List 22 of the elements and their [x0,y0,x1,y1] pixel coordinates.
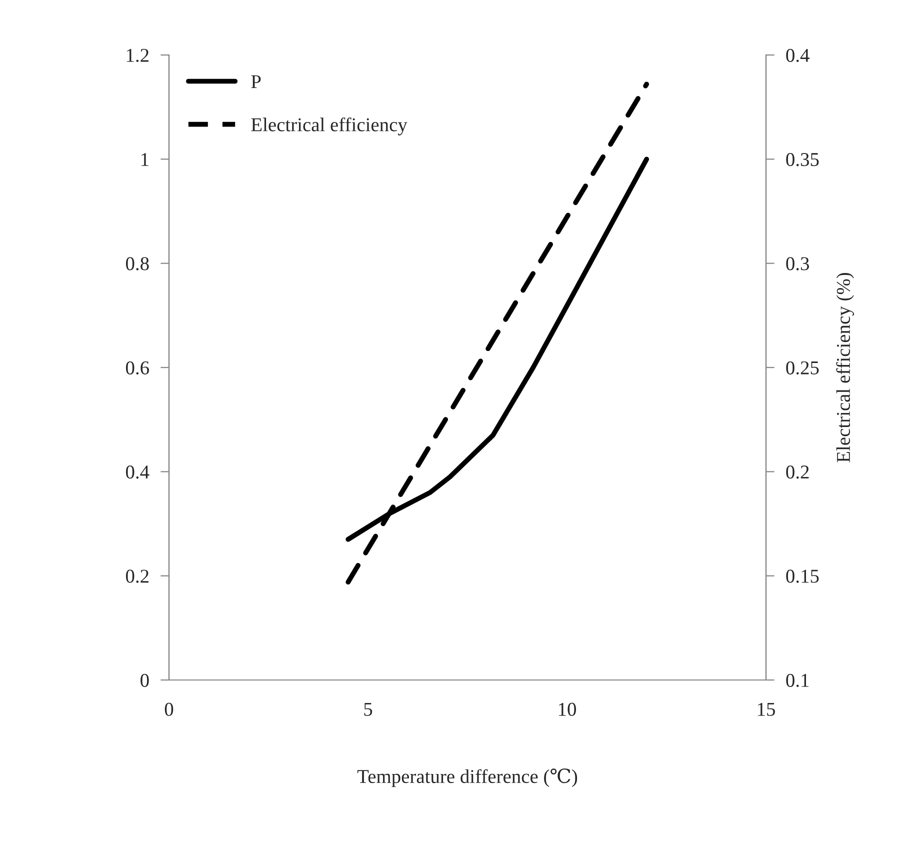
y2-tick-label: 0.15 [786,570,819,583]
y-tick-label: 1 [142,153,148,166]
y2-axis-title: Electrical efficiency (%) [836,272,854,462]
y-tick-label: 0 [140,674,149,687]
x-tick-label: 15 [758,702,775,716]
y2-tick-label: 0.35 [786,152,819,166]
y-tick-label: 0.8 [126,257,149,270]
y2-tick-label: 0.1 [786,674,809,688]
x-tick-label: 0 [164,702,174,716]
x-tick-label: 5 [364,702,372,716]
y-tick-label: 0.6 [126,361,149,375]
y2-tick-label: 0.4 [786,48,810,62]
y2-tick-label: 0.25 [786,361,819,375]
legend-label: P [251,75,261,88]
x-axis-title: Temperature difference (℃) [357,768,578,788]
y2-tick-label: 0.3 [786,257,809,270]
x-tick-label: 10 [558,702,576,716]
legend-label: Electrical efficiency [251,117,408,136]
y-tick-label: 0.2 [126,570,148,583]
y-tick-label: 1.2 [126,48,148,62]
y2-tick-label: 0.2 [786,465,809,479]
y-tick-label: 0.4 [126,465,150,479]
